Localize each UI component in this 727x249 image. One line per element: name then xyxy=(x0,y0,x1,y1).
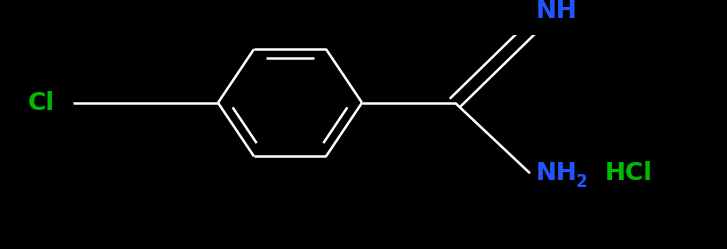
Text: NH: NH xyxy=(536,161,578,185)
Text: HCl: HCl xyxy=(605,161,653,185)
Text: Cl: Cl xyxy=(28,91,55,115)
Text: NH: NH xyxy=(536,0,578,23)
Text: 2: 2 xyxy=(576,173,587,191)
